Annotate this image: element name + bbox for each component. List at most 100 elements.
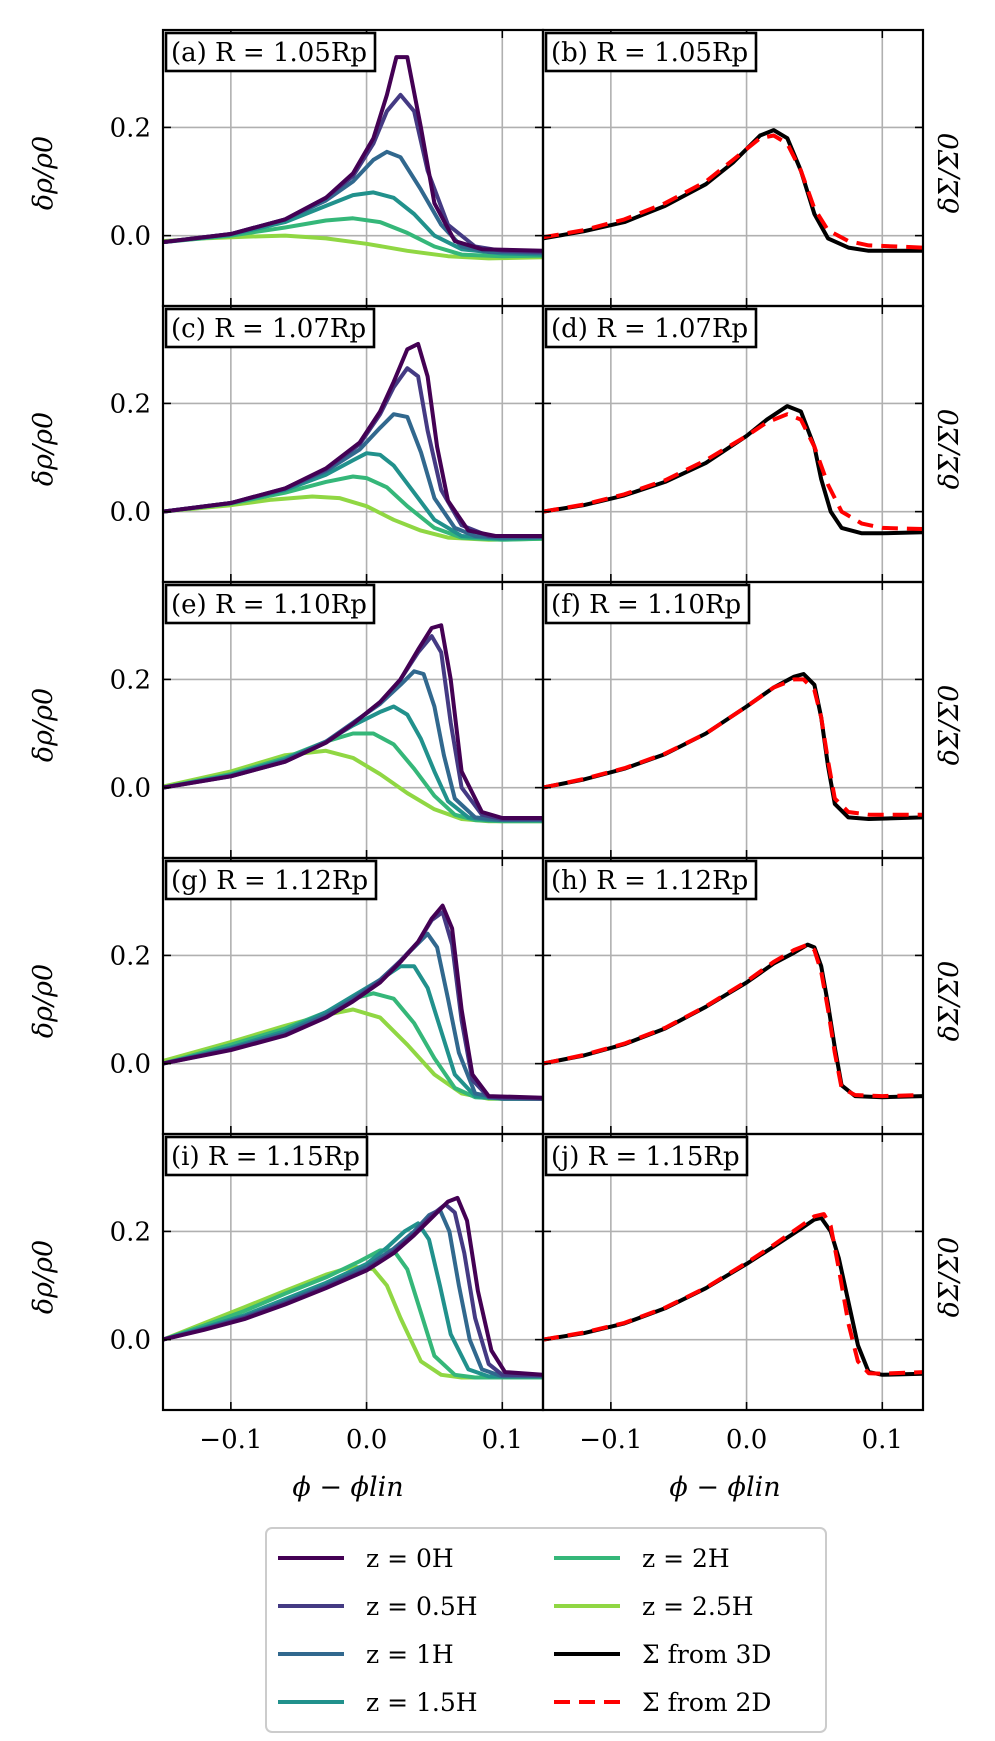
y-axis-label-right: δΣ/Σ0 <box>934 961 965 1042</box>
series-group <box>543 1212 923 1377</box>
x-tick-label: 0.1 <box>482 1425 523 1455</box>
series-line-z15 <box>163 190 543 257</box>
series-group <box>543 128 923 253</box>
legend-entry-z0: z = 0H <box>278 1544 454 1573</box>
legend-entry-z1: z = 1H <box>278 1640 454 1669</box>
series-group <box>163 903 543 1101</box>
y-axis-label-right: δΣ/Σ0 <box>934 409 965 490</box>
y-tick-label: 0.2 <box>110 665 151 695</box>
series-line-s2d <box>543 942 923 1099</box>
x-axis-labels: ϕ − ϕlin ϕ − ϕlin <box>292 1472 780 1503</box>
y-tick-label: 0.2 <box>110 1217 151 1247</box>
legend-entry-s3d: Σ from 3D <box>554 1640 771 1669</box>
x-tick-label: 0.0 <box>346 1425 387 1455</box>
svg-text:(d) R = 1.07Rp: (d) R = 1.07Rp <box>551 314 748 344</box>
svg-text:(c) R = 1.07Rp: (c) R = 1.07Rp <box>171 314 366 344</box>
series-line-z25 <box>163 748 543 824</box>
y-tick-label: 0.0 <box>110 774 151 804</box>
y-axis-label-left: δρ/ρ0 <box>28 1240 59 1314</box>
series-line-s3d <box>543 128 923 253</box>
series-group <box>543 942 923 1100</box>
panel-label: (e) R = 1.10Rp <box>164 583 376 625</box>
x-axis-label-left: ϕ − ϕlin <box>292 1472 403 1503</box>
x-axis-label-right: ϕ − ϕlin <box>669 1472 780 1503</box>
panel-1-right: δΣ/Σ0 (b) R = 1.05Rp <box>541 28 965 308</box>
x-tick-label: 0.1 <box>862 1425 903 1455</box>
panel-label: (f) R = 1.10Rp <box>544 583 751 625</box>
series-line-s3d <box>543 1215 923 1377</box>
legend-label: z = 0.5H <box>366 1592 478 1621</box>
series-line-s3d <box>543 942 923 1100</box>
legend: z = 0H z = 0.5H z = 1H z = 1.5H z = 2H z = 2.… <box>265 1527 827 1733</box>
svg-text:(a) R = 1.05Rp: (a) R = 1.05Rp <box>171 38 367 68</box>
svg-text:(i) R = 1.15Rp: (i) R = 1.15Rp <box>171 1142 360 1172</box>
series-line-z2 <box>163 1248 543 1380</box>
series-line-s2d <box>543 677 923 817</box>
y-axis-label-left: δρ/ρ0 <box>28 136 59 210</box>
series-line-z1 <box>163 931 543 1101</box>
panel-2-right: δΣ/Σ0 (d) R = 1.07Rp <box>541 304 965 584</box>
panel-5-right: δΣ/Σ0 −0.1 0.0 0.1 (j) R = 1.15Rp <box>541 1132 965 1455</box>
series-line-s3d <box>543 672 923 821</box>
svg-text:(f) R = 1.10Rp: (f) R = 1.10Rp <box>551 590 741 620</box>
series-line-s2d <box>543 133 923 250</box>
y-axis-label-left: δρ/ρ0 <box>28 688 59 762</box>
y-axis-label-left: δρ/ρ0 <box>28 412 59 486</box>
legend-entry-z2: z = 2H <box>554 1544 730 1573</box>
y-axis-label-left: δρ/ρ0 <box>28 964 59 1038</box>
series-line-z15 <box>163 964 543 1101</box>
panel-label: (h) R = 1.12Rp <box>544 859 758 901</box>
panel-5-left: 0.0 0.2 δρ/ρ0 −0.1 0.0 0.1 (i) R = 1.15Rp <box>28 1132 545 1455</box>
series-line-s2d <box>543 1212 923 1376</box>
y-tick-label: 0.2 <box>110 941 151 971</box>
y-axis-label-right: δΣ/Σ0 <box>934 133 965 214</box>
panels-group: 0.0 0.2 δρ/ρ0 (a) R = 1.05Rp δΣ/Σ0 (b) R = 1.… <box>28 28 965 1455</box>
legend-label: z = 1.5H <box>366 1688 478 1717</box>
legend-label: z = 1H <box>366 1640 454 1669</box>
y-tick-label: 0.2 <box>110 389 151 419</box>
svg-text:(b) R = 1.05Rp: (b) R = 1.05Rp <box>551 38 748 68</box>
series-group <box>163 623 543 824</box>
series-group <box>543 404 923 536</box>
series-line-z0 <box>163 623 543 820</box>
y-tick-label: 0.0 <box>110 1050 151 1080</box>
y-tick-label: 0.0 <box>110 1326 151 1356</box>
panel-4-left: 0.0 0.2 δρ/ρ0 (g) R = 1.12Rp <box>28 856 545 1136</box>
panel-1-left: 0.0 0.2 δρ/ρ0 (a) R = 1.05Rp <box>28 28 545 308</box>
y-axis-label-right: δΣ/Σ0 <box>934 1237 965 1318</box>
legend-label: Σ from 3D <box>642 1640 771 1669</box>
svg-text:(g) R = 1.12Rp: (g) R = 1.12Rp <box>171 866 368 896</box>
series-group <box>163 341 543 542</box>
panel-3-right: δΣ/Σ0 (f) R = 1.10Rp <box>541 580 965 860</box>
series-line-s3d <box>543 404 923 536</box>
panel-label: (g) R = 1.12Rp <box>164 859 378 901</box>
y-axis-label-right: δΣ/Σ0 <box>934 685 965 766</box>
panel-4-right: δΣ/Σ0 (h) R = 1.12Rp <box>541 856 965 1136</box>
panel-label: (b) R = 1.05Rp <box>544 31 758 73</box>
series-line-z05 <box>163 1202 543 1378</box>
svg-text:(e) R = 1.10Rp: (e) R = 1.10Rp <box>171 590 367 620</box>
legend-label: z = 2H <box>642 1544 730 1573</box>
series-line-z0 <box>163 55 543 253</box>
series-group <box>543 672 923 821</box>
series-line-z2 <box>163 216 543 259</box>
y-tick-label: 0.2 <box>110 113 151 143</box>
y-tick-label: 0.0 <box>110 222 151 252</box>
series-line-s2d <box>543 412 923 531</box>
panel-3-left: 0.0 0.2 δρ/ρ0 (e) R = 1.10Rp <box>28 580 545 860</box>
series-line-z0 <box>163 903 543 1100</box>
panel-label: (j) R = 1.15Rp <box>544 1135 749 1177</box>
svg-text:(h) R = 1.12Rp: (h) R = 1.12Rp <box>551 866 748 896</box>
x-tick-label: −0.1 <box>199 1425 262 1455</box>
y-tick-label: 0.0 <box>110 498 151 528</box>
x-tick-label: 0.0 <box>726 1425 767 1455</box>
legend-entry-s2d: Σ from 2D <box>554 1688 771 1717</box>
legend-entry-z25: z = 2.5H <box>554 1592 754 1621</box>
legend-label: z = 0H <box>366 1544 454 1573</box>
panel-label: (i) R = 1.15Rp <box>164 1135 369 1177</box>
series-line-z05 <box>163 910 543 1101</box>
legend-entry-z05: z = 0.5H <box>278 1592 478 1621</box>
series-line-z15 <box>163 451 543 541</box>
series-group <box>163 55 543 261</box>
